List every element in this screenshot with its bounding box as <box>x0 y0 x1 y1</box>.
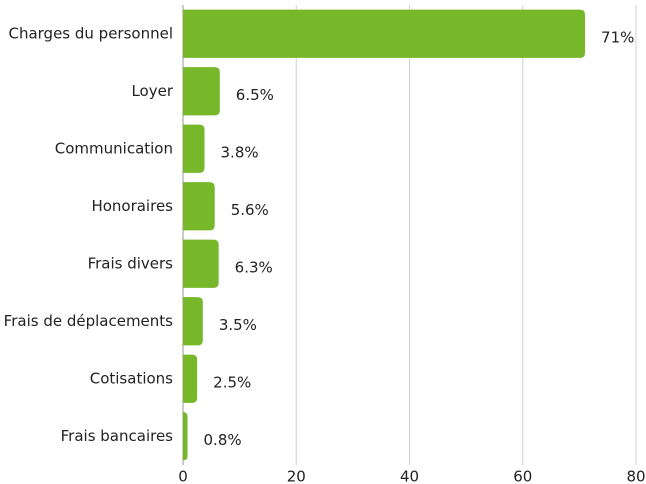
bar <box>183 67 220 116</box>
bar <box>183 182 215 231</box>
x-tick-label: 40 <box>400 468 419 484</box>
value-label: 2.5% <box>213 373 251 391</box>
y-tick-label: Frais de déplacements <box>4 312 173 330</box>
x-tick-label: 80 <box>626 468 645 484</box>
y-tick-label: Loyer <box>131 82 173 100</box>
value-label: 6.5% <box>236 86 274 104</box>
x-tick-label: 0 <box>178 468 188 484</box>
value-label: 3.5% <box>219 316 257 334</box>
y-tick-label: Charges du personnel <box>8 24 173 42</box>
value-label: 71% <box>601 28 634 46</box>
value-label: 6.3% <box>235 258 273 276</box>
y-tick-label: Frais bancaires <box>61 427 174 445</box>
bar <box>183 297 203 346</box>
y-tick-label: Frais divers <box>88 254 174 272</box>
bar <box>183 354 198 403</box>
y-tick-label: Communication <box>55 139 173 157</box>
y-tick-label: Cotisations <box>90 369 173 387</box>
x-tick-label: 20 <box>287 468 306 484</box>
bar <box>183 239 219 288</box>
bar <box>183 124 205 173</box>
bar <box>183 412 188 461</box>
value-label: 5.6% <box>231 201 269 219</box>
y-tick-label: Honoraires <box>91 197 173 215</box>
value-label: 0.8% <box>204 431 242 449</box>
bar <box>183 9 586 58</box>
value-label: 3.8% <box>221 143 259 161</box>
x-tick-label: 60 <box>513 468 532 484</box>
